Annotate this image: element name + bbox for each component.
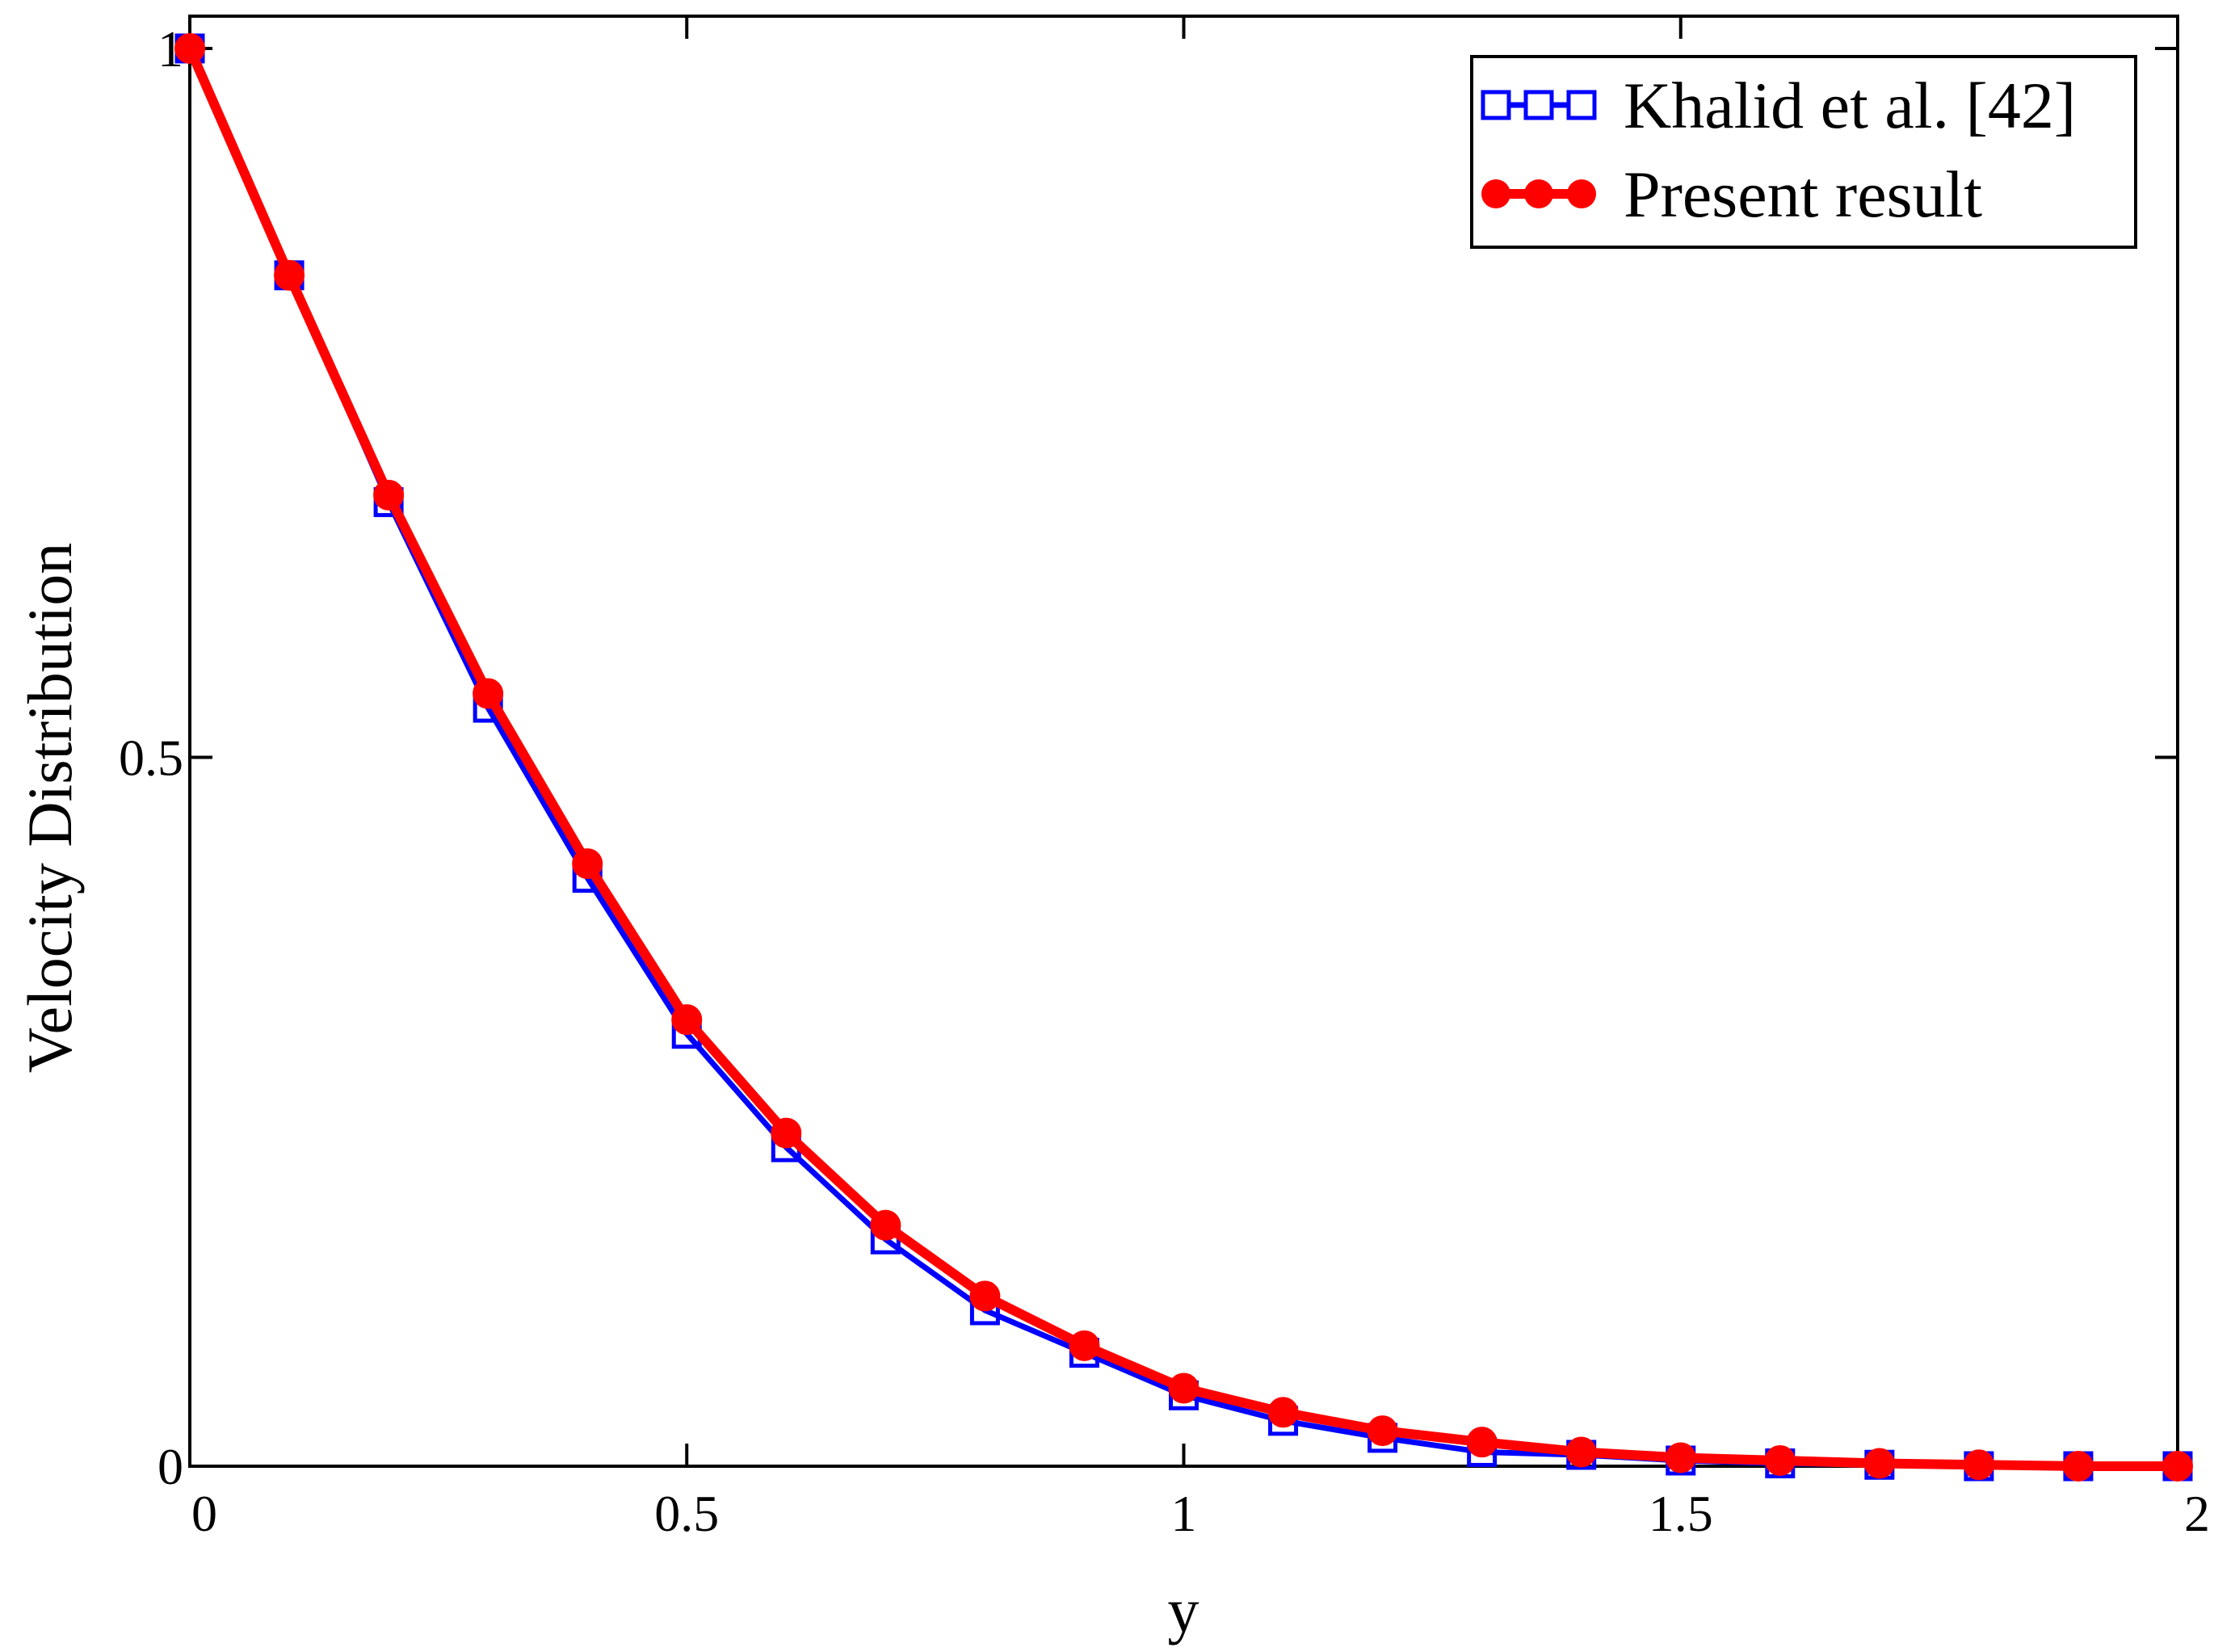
- x-tick-label: 0.5: [654, 1485, 719, 1542]
- data-point: [1168, 1372, 1199, 1404]
- y-axis-title: Velocity Distribution: [15, 543, 85, 1073]
- data-point: [174, 33, 205, 64]
- data-point: [1863, 1448, 1895, 1479]
- y-tick-label: 0: [158, 1438, 183, 1495]
- data-point: [1963, 1449, 1994, 1481]
- legend-marker: [1481, 179, 1510, 208]
- data-point: [373, 479, 405, 511]
- x-tick-label: 2: [2184, 1485, 2210, 1542]
- legend: Khalid et al. [42] Present result: [1470, 55, 2137, 249]
- data-point: [1665, 1442, 1696, 1473]
- data-point: [1367, 1415, 1398, 1447]
- data-point: [1069, 1330, 1100, 1361]
- legend-label: Present result: [1624, 158, 1982, 231]
- data-point: [771, 1117, 802, 1149]
- legend-marker: [1523, 90, 1554, 120]
- legend-entries: Khalid et al. [42] Present result: [1481, 69, 2076, 231]
- legend-marker: [1524, 179, 1553, 208]
- y-tick-label: 0.5: [119, 729, 183, 787]
- x-tick-label: 1.5: [1649, 1485, 1713, 1542]
- x-tick-label: 1: [1171, 1485, 1197, 1542]
- data-point: [274, 259, 305, 291]
- data-point: [1764, 1444, 1796, 1476]
- legend-label: Khalid et al. [42]: [1624, 69, 2076, 142]
- data-point: [1466, 1427, 1498, 1458]
- series-layer: [174, 33, 2193, 1482]
- legend-marker: [1566, 90, 1597, 120]
- x-axis-title: y: [1168, 1575, 1199, 1646]
- data-point: [2162, 1451, 2193, 1482]
- data-point: [870, 1209, 901, 1241]
- data-point: [473, 678, 504, 709]
- legend-entry: Khalid et al. [42]: [1481, 69, 2076, 142]
- legend-entry: Present result: [1481, 158, 1982, 231]
- legend-marker: [1567, 179, 1596, 208]
- data-point: [969, 1280, 1001, 1312]
- data-point: [1565, 1436, 1597, 1468]
- legend-box: [1470, 55, 2137, 249]
- data-point: [572, 848, 603, 880]
- legend-marker: [1481, 90, 1511, 120]
- series-line: [187, 47, 2178, 1469]
- data-point: [671, 1004, 703, 1036]
- series-line: [185, 46, 2178, 1471]
- data-point: [2062, 1451, 2094, 1482]
- series-khalid: [174, 33, 2193, 1482]
- series-present: [174, 33, 2193, 1482]
- data-point: [1267, 1397, 1299, 1428]
- x-tick-label: 0: [191, 1485, 217, 1542]
